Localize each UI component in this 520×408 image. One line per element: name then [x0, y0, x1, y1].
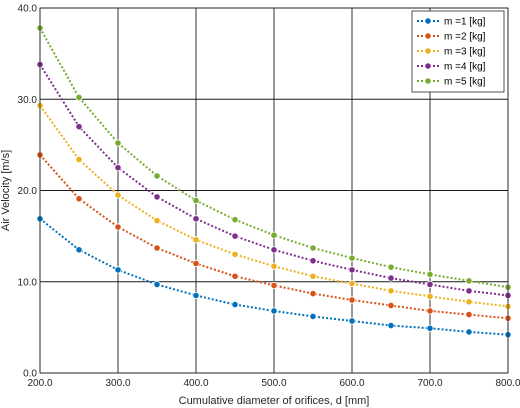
series-5 — [36, 24, 512, 291]
data-point — [114, 191, 122, 199]
data-point — [348, 317, 356, 325]
data-point — [114, 266, 122, 274]
legend-item: m =5 [kg] — [417, 77, 486, 88]
legend-marker — [424, 77, 432, 85]
data-point — [387, 287, 395, 295]
tick-labels: 200.0 300.0 400.0 500.0 600.0 700.0 800.0 0.0 10… — [18, 4, 520, 390]
data-point — [270, 231, 278, 239]
data-point — [270, 281, 278, 289]
data-point — [426, 270, 434, 279]
data-point — [192, 291, 200, 300]
data-point — [465, 298, 473, 306]
data-point — [387, 301, 395, 310]
data-point — [270, 307, 278, 315]
data-point — [231, 250, 239, 258]
x-tick-label: 600.0 — [339, 378, 364, 389]
data-point — [153, 217, 161, 225]
data-point — [192, 259, 200, 268]
x-tick-label: 800.0 — [495, 378, 520, 389]
series-1 — [36, 215, 512, 339]
y-tick-label: 0.0 — [23, 369, 37, 380]
data-point — [231, 216, 239, 224]
data-point — [348, 279, 356, 288]
data-point — [231, 232, 239, 240]
x-tick-label: 400.0 — [183, 378, 208, 389]
data-point — [309, 272, 317, 280]
data-point — [75, 246, 83, 254]
legend-marker — [424, 17, 432, 25]
data-point — [192, 196, 200, 205]
x-tick-label: 300.0 — [105, 378, 130, 389]
data-point — [153, 244, 161, 252]
data-point — [75, 155, 83, 164]
legend-item: m =3 [kg] — [417, 47, 486, 58]
data-point — [309, 312, 317, 321]
data-point — [153, 280, 161, 289]
data-point — [309, 290, 317, 298]
x-axis-label: Cumulative diameter of orifices, d [mm] — [179, 395, 370, 407]
data-point — [387, 274, 395, 282]
data-point — [426, 307, 434, 315]
legend-label: m =5 [kg] — [444, 77, 486, 88]
data-point — [231, 272, 239, 280]
y-tick-label: 10.0 — [18, 277, 38, 288]
x-tick-label: 500.0 — [261, 378, 286, 389]
data-point — [114, 139, 122, 147]
data-point — [465, 310, 473, 319]
legend-label: m =2 [kg] — [444, 32, 486, 43]
data-point — [114, 223, 122, 231]
legend-marker — [424, 32, 432, 40]
y-tick-label: 30.0 — [18, 95, 38, 106]
data-point — [309, 257, 317, 265]
data-point — [465, 328, 473, 336]
data-point — [75, 123, 83, 131]
series-layer — [36, 24, 512, 339]
data-point — [309, 244, 317, 252]
data-point — [153, 193, 161, 201]
y-tick-label: 40.0 — [18, 4, 38, 15]
data-point — [75, 195, 83, 203]
data-point — [426, 324, 434, 332]
legend-label: m =4 [kg] — [444, 62, 486, 73]
data-point — [75, 93, 83, 102]
data-point — [348, 266, 356, 274]
legend-marker — [424, 47, 432, 55]
legend: m =1 [kg] m =2 [kg] m =3 [kg] m =4 [kg] m =5… — [411, 10, 505, 93]
legend-label: m =1 [kg] — [444, 17, 486, 28]
data-point — [153, 172, 161, 180]
data-point — [426, 292, 434, 300]
legend-item: m =2 [kg] — [417, 32, 486, 43]
data-point — [465, 287, 473, 295]
legend-item: m =1 [kg] — [417, 17, 486, 28]
legend-marker — [424, 62, 432, 70]
x-tick-label: 700.0 — [417, 378, 442, 389]
data-point — [192, 215, 200, 223]
plot-frame — [39, 7, 509, 374]
x-tick-label: 200.0 — [27, 378, 52, 389]
data-point — [387, 321, 395, 330]
data-point — [270, 246, 278, 254]
y-tick-label: 20.0 — [18, 186, 38, 197]
data-point — [348, 296, 356, 304]
series-2 — [36, 151, 512, 322]
data-point — [270, 262, 278, 270]
data-point — [465, 277, 473, 285]
data-point — [192, 236, 200, 244]
data-point — [114, 164, 122, 172]
legend-label: m =3 [kg] — [444, 47, 486, 58]
legend-item: m =4 [kg] — [417, 62, 486, 73]
data-point — [348, 254, 356, 262]
data-point — [426, 280, 434, 289]
data-point — [387, 263, 395, 271]
y-axis-label: Air Velocity [m/s] — [0, 150, 12, 231]
data-point — [231, 300, 239, 309]
series-4 — [36, 60, 512, 300]
